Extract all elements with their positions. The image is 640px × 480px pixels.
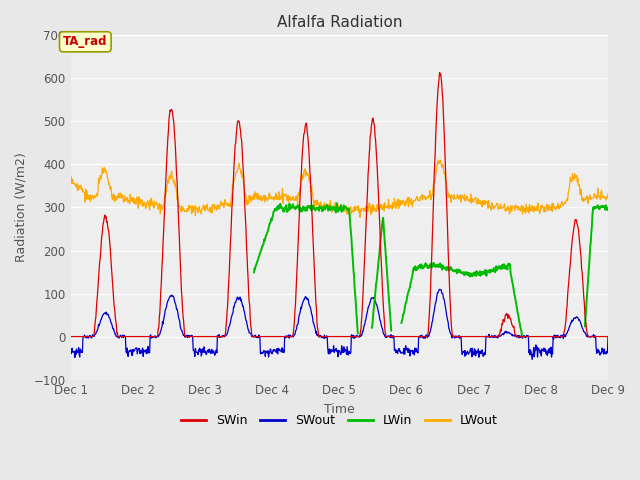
LWout [122, 198, 129, 204]
LWin [436, 264, 444, 270]
SWin [436, 72, 444, 78]
LWin [486, 267, 493, 273]
LWin [303, 205, 311, 211]
SWout [486, 334, 494, 340]
Line: SWout: SWout [70, 289, 608, 360]
SWout [528, 357, 536, 362]
LWout [303, 171, 311, 177]
LWin [495, 263, 503, 269]
SWout [284, 334, 292, 339]
SWout [303, 297, 311, 302]
SWout [604, 334, 612, 340]
SWin [122, 334, 129, 339]
LWout [604, 191, 612, 197]
Line: LWout: LWout [70, 160, 608, 217]
LWin [604, 207, 612, 213]
LWout [497, 201, 504, 207]
LWout [356, 215, 364, 220]
LWout [434, 157, 442, 163]
SWout [496, 333, 504, 339]
LWin [284, 207, 292, 213]
SWin [67, 334, 74, 339]
Text: TA_rad: TA_rad [63, 36, 108, 48]
Line: SWin: SWin [70, 72, 608, 336]
Y-axis label: Radiation (W/m2): Radiation (W/m2) [15, 153, 28, 263]
LWout [67, 177, 74, 183]
SWin [496, 330, 504, 336]
SWin [284, 334, 292, 339]
Line: LWin: LWin [254, 203, 608, 336]
LWout [284, 192, 292, 198]
Legend: SWin, SWout, LWin, LWout: SWin, SWout, LWin, LWout [176, 409, 502, 432]
SWout [436, 287, 444, 292]
X-axis label: Time: Time [324, 403, 355, 416]
SWout [122, 334, 129, 340]
LWout [487, 206, 495, 212]
LWout [437, 157, 445, 163]
Title: Alfalfa Radiation: Alfalfa Radiation [276, 15, 402, 30]
SWin [604, 334, 612, 339]
SWout [436, 287, 444, 292]
SWout [67, 347, 74, 352]
SWin [486, 334, 494, 339]
SWin [436, 70, 444, 75]
SWin [303, 130, 311, 135]
